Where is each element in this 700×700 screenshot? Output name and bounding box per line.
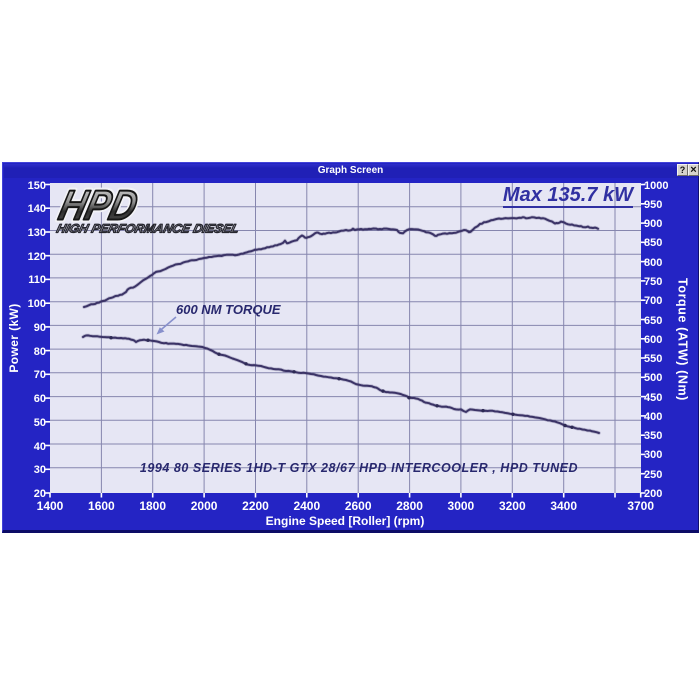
- svg-text:HIGH PERFORMANCE DIESEL: HIGH PERFORMANCE DIESEL: [55, 222, 240, 236]
- svg-text:HPD: HPD: [54, 186, 142, 229]
- svg-text:HPD: HPD: [54, 186, 142, 229]
